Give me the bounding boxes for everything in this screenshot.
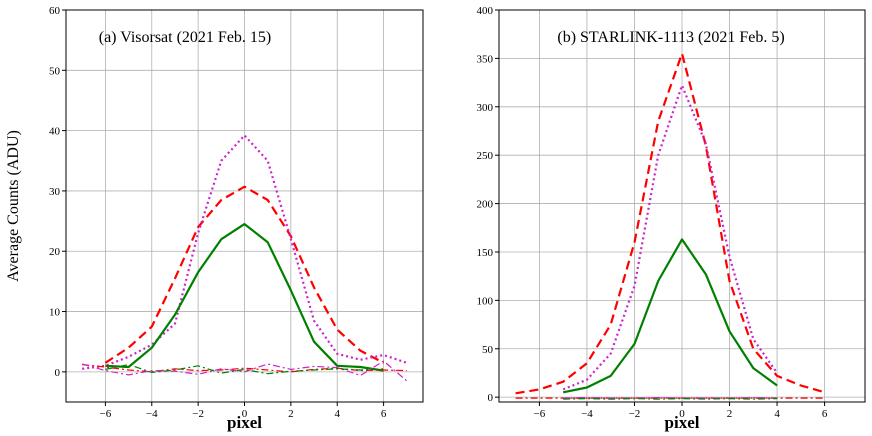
series-line-2	[82, 134, 408, 370]
series-line-1	[104, 185, 385, 364]
x-tick-label: −4	[581, 408, 593, 420]
y-tick-label: 0	[488, 392, 494, 404]
y-tick-label: 350	[477, 53, 494, 65]
x-tick-label: 2	[727, 408, 733, 420]
y-tick-label: 40	[49, 126, 61, 138]
chart-title: (a) Visorsat (2021 Feb. 15)	[99, 29, 272, 46]
chart-title: (b) STARLINK-1113 (2021 Feb. 5)	[557, 29, 784, 46]
series-line-5	[82, 360, 408, 382]
x-tick-label: −4	[146, 408, 158, 420]
series-line-3	[105, 223, 384, 372]
chart-panel-b: −6 −4 −2 0 2 4 6 0 50 100 150 200 250 300 350 400 (b) ST…	[477, 5, 866, 432]
y-tick-label: 50	[49, 65, 61, 77]
x-axis-label: pixel	[665, 413, 700, 432]
y-tick-label: 250	[477, 150, 494, 162]
y-tick-label: 0	[55, 367, 61, 379]
series-line-5	[563, 397, 778, 399]
y-tick-label: 150	[477, 247, 494, 259]
x-tick-label: 0	[242, 408, 248, 420]
x-tick-label: −2	[629, 408, 641, 420]
series-line-6	[563, 398, 778, 400]
y-tick-label: 400	[477, 5, 494, 17]
x-tick-label: −6	[100, 408, 112, 420]
y-tick-label: 100	[477, 295, 494, 307]
x-tick-label: 6	[822, 408, 828, 420]
y-tick-label: 60	[49, 5, 61, 17]
x-tick-label: −6	[534, 408, 546, 420]
x-axis-label: pixel	[227, 413, 262, 432]
y-tick-label: 10	[49, 307, 61, 319]
y-tick-label: 20	[49, 246, 61, 258]
x-tick-label: 2	[288, 408, 294, 420]
y-tick-label: 30	[49, 186, 61, 198]
x-tick-label: 4	[334, 408, 340, 420]
y-tick-label: 300	[477, 102, 494, 114]
x-tick-label: −2	[192, 408, 204, 420]
series-line-1	[515, 52, 825, 395]
series-line-2	[562, 84, 779, 391]
y-axis-label: Average Counts (ADU)	[5, 130, 22, 282]
series-line-6	[105, 364, 384, 375]
x-tick-label: 0	[679, 408, 685, 420]
y-tick-label: 200	[477, 199, 494, 211]
x-tick-label: 4	[774, 408, 780, 420]
x-tick-label: 6	[381, 408, 387, 420]
series-line-3	[562, 238, 778, 394]
y-tick-label: 50	[482, 344, 494, 356]
